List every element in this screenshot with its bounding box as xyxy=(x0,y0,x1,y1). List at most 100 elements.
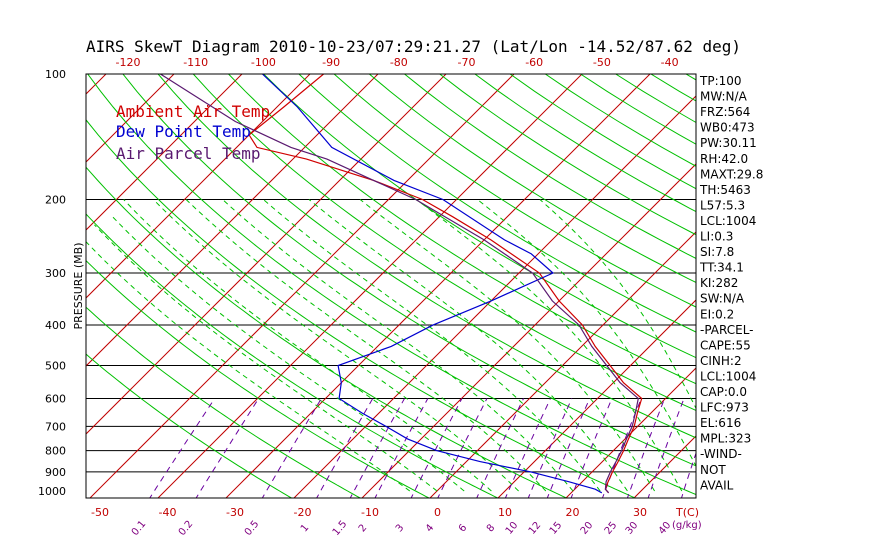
pressure-tick-label: 500 xyxy=(45,360,66,373)
top-temperature-ticks: -120 -110 -100 -90 -80 -70 -60 -50 -40 xyxy=(116,56,679,69)
isotherm-line xyxy=(157,74,583,498)
dry-adiabat xyxy=(86,119,637,498)
dry-adiabat xyxy=(86,166,568,498)
moist-adiabat xyxy=(123,199,492,492)
mixing-ratio-line xyxy=(680,451,696,498)
index-item: AVAIL xyxy=(700,478,734,492)
mixing-ratio-label: 10 xyxy=(504,520,521,537)
mixing-ratio-label: 0.2 xyxy=(177,519,196,538)
ambient-temp-line xyxy=(248,74,643,494)
dry-adiabat xyxy=(157,74,696,439)
legend-parcel: Air Parcel Temp xyxy=(116,144,261,163)
bottom-temp-unit: T(C) xyxy=(675,506,699,519)
moist-adiabat xyxy=(477,199,696,468)
top-temp-tick-label: -60 xyxy=(525,56,543,69)
mixing-ratio-label: 4 xyxy=(424,522,437,534)
mixing-ratio-line xyxy=(527,398,573,498)
moist-adiabat xyxy=(539,199,696,410)
mixing-ratio-label: 1 xyxy=(299,522,312,534)
mixing-ratio-label: 1.5 xyxy=(331,519,350,538)
pressure-tick-label: 600 xyxy=(45,393,66,406)
mixing-ratio-label: 40 xyxy=(657,520,674,537)
pressure-ticks: 100 200 300 400 500 600 700 800 900 1000 xyxy=(38,68,66,498)
bottom-temp-tick-label: -20 xyxy=(294,506,312,519)
index-item: LCL:1004 xyxy=(700,214,756,228)
plot-frame xyxy=(85,73,697,499)
mixing-ratio-line xyxy=(476,398,524,498)
index-item: SI:7.8 xyxy=(700,245,734,259)
dry-adiabat xyxy=(87,74,696,496)
mixing-ratio-label: 20 xyxy=(579,520,596,537)
index-item: PW:30.11 xyxy=(700,136,757,150)
isotherm-line xyxy=(89,74,515,498)
legend: Ambient Air Temp Dew Point Temp Air Parc… xyxy=(116,102,270,163)
mixing-ratio-line xyxy=(410,398,463,498)
y-axis-label: PRESSURE (MB) xyxy=(72,243,85,330)
index-item: CAPE:55 xyxy=(700,338,751,352)
moist-adiabat xyxy=(416,199,683,492)
top-temp-tick-label: -100 xyxy=(251,56,276,69)
mixing-ratio-label: 0.1 xyxy=(130,519,149,538)
isotherm-line xyxy=(565,367,696,498)
bottom-temp-tick-label: 20 xyxy=(566,506,580,519)
mixing-ratio-line xyxy=(149,398,216,498)
moist-adiabat xyxy=(185,199,547,492)
dry-adiabat xyxy=(192,74,696,412)
index-item: EL:616 xyxy=(700,416,741,430)
isotherm-line xyxy=(86,74,379,367)
dry-adiabat xyxy=(438,74,696,236)
moist-adiabat xyxy=(222,199,574,492)
index-item: NOT xyxy=(700,463,726,477)
mixing-ratio-line xyxy=(546,398,591,498)
moist-adiabat xyxy=(308,199,628,492)
mixing-ratio-line xyxy=(504,398,551,498)
isotherm-line xyxy=(429,231,696,498)
mixing-ratio-label: 3 xyxy=(394,522,407,534)
mixing-ratio-line xyxy=(626,398,666,498)
dewpoint-line xyxy=(261,74,603,494)
index-item: TP:100 xyxy=(699,74,742,88)
top-temp-tick-label: -80 xyxy=(390,56,408,69)
dry-adiabat xyxy=(685,74,696,81)
pressure-tick-label: 800 xyxy=(45,445,66,458)
mixing-ratio-ticks: 0.1 0.2 0.5 1 1.5 2 3 4 6 8 10 12 15 20 25 30 40 xyxy=(130,519,674,538)
index-item: FRZ:564 xyxy=(700,105,750,119)
isotherm-line xyxy=(86,74,243,231)
isotherm-line xyxy=(86,74,175,163)
mixing-ratio-label: 30 xyxy=(624,520,641,537)
legend-dewpoint: Dew Point Temp xyxy=(116,122,251,141)
moist-adiabat xyxy=(153,199,519,492)
mixing-ratio-label: 15 xyxy=(548,520,565,537)
bottom-temperature-ticks: -50 -40 -30 -20 -10 0 10 20 30 T(C) xyxy=(91,506,699,519)
dry-adiabat xyxy=(757,55,870,500)
index-item: CAP:0.0 xyxy=(700,385,747,399)
top-temp-tick-label: -90 xyxy=(322,56,340,69)
dry-adiabat xyxy=(860,55,870,500)
top-temp-tick-label: -70 xyxy=(458,56,476,69)
mixing-ratio-line xyxy=(570,398,613,498)
pressure-tick-label: 200 xyxy=(45,194,66,207)
bottom-temp-tick-label: 10 xyxy=(498,506,512,519)
isotherm-line xyxy=(836,55,870,500)
chart-title: AIRS SkewT Diagram 2010-10-23/07:29:21.2… xyxy=(86,37,741,56)
top-temp-tick-label: -50 xyxy=(593,56,611,69)
mixing-ratio-label: 0.5 xyxy=(243,519,262,538)
mixing-ratio-label: 8 xyxy=(485,522,498,534)
isotherm-line xyxy=(768,55,870,500)
isotherm-line xyxy=(225,74,651,498)
mixing-ratio-line xyxy=(349,398,405,498)
dry-adiabat xyxy=(474,74,696,213)
bottom-temp-tick-label: -50 xyxy=(91,506,109,519)
mixing-ratio-label: 25 xyxy=(603,520,620,537)
dry-adiabat xyxy=(263,74,696,359)
dry-adiabat xyxy=(227,74,696,385)
isotherm-line xyxy=(497,299,696,498)
dry-adiabat xyxy=(403,74,696,259)
dry-adiabat xyxy=(368,74,696,283)
moist-adiabat xyxy=(359,199,656,492)
index-item: LI:0.3 xyxy=(700,230,733,244)
bottom-temp-tick-label: 30 xyxy=(633,506,647,519)
mixing-ratio-line xyxy=(261,398,322,498)
mixing-ratio-label: 6 xyxy=(457,522,470,534)
mixing-ratio-label: 12 xyxy=(527,520,544,537)
